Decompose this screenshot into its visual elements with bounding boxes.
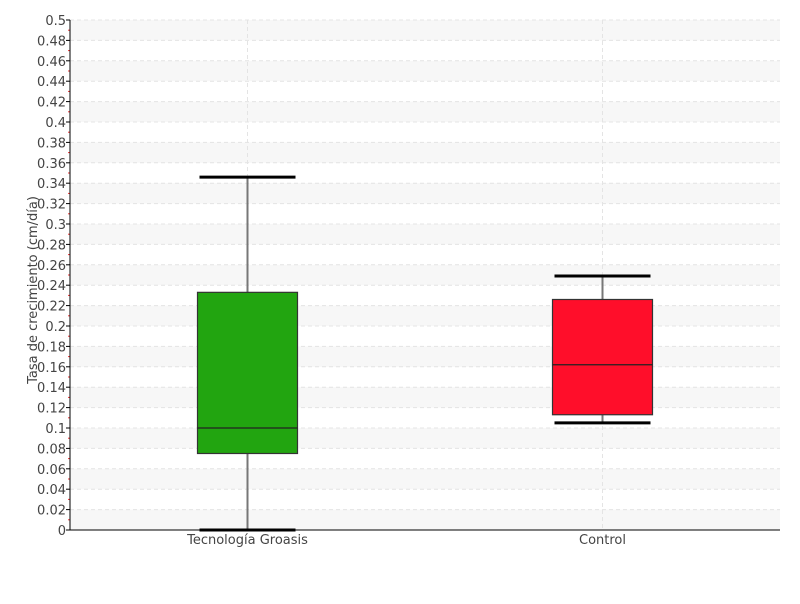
y-tick-label: 0.2 (45, 320, 66, 335)
y-tick-label: 0.28 (37, 238, 66, 253)
axes: 0 0.02 0.04 0.06 0.08 0.1 0.12 0.14 0.16 0.18 0.2 0… (37, 14, 780, 548)
y-tick-label: 0.44 (37, 75, 66, 90)
y-tick-label: 0 (58, 524, 66, 539)
y-tick-label: 0.3 (45, 218, 66, 233)
boxes (196, 175, 654, 532)
grid-band (70, 305, 780, 326)
grid-band (70, 142, 780, 163)
x-tick-label: Control (579, 533, 626, 548)
box (196, 291, 299, 455)
y-tick-label: 0.38 (37, 136, 66, 151)
grid-band (70, 346, 780, 367)
y-tick-label: 0.08 (37, 442, 66, 457)
grid-band (70, 20, 780, 41)
y-tick-label: 0.48 (37, 34, 66, 49)
grid-band (70, 264, 780, 286)
y-tick-label: 0.42 (37, 96, 66, 111)
y-tick-label: 0.02 (37, 504, 66, 519)
y-tick-label: 0.14 (37, 381, 66, 396)
grid-band (70, 509, 780, 530)
grid-band (70, 101, 780, 122)
y-tick-label: 0.26 (37, 259, 66, 274)
grid-band (70, 468, 780, 490)
y-tick-label: 0.32 (37, 198, 66, 213)
y-tick-label: 0.5 (45, 14, 66, 29)
grid-band (70, 224, 780, 245)
grid-bands (70, 20, 780, 530)
y-tick-label: 0.46 (37, 55, 66, 70)
y-tick-label: 0.34 (37, 177, 66, 192)
y-tick-label: 0.22 (37, 300, 66, 315)
y-tick-label: 0.18 (37, 340, 66, 355)
grid-band (70, 428, 780, 449)
y-tick-label: 0.24 (37, 279, 66, 294)
y-axis-label: Tasa de crecimiento (cm/día) (26, 196, 41, 385)
y-tick-label: 0.16 (37, 361, 66, 376)
box (551, 298, 654, 416)
x-tick-label: Tecnología Groasis (186, 533, 308, 548)
grid-band (70, 183, 780, 204)
y-tick-label: 0.12 (37, 402, 66, 417)
gridlines (70, 19, 780, 530)
y-tick-label: 0.36 (37, 157, 66, 172)
y-tick-label: 0.4 (45, 116, 66, 131)
y-tick-label: 0.06 (37, 463, 66, 478)
y-tick-label: 0.04 (37, 483, 66, 498)
grid-band (70, 387, 780, 408)
grid-band (70, 60, 780, 82)
y-tick-label: 0.1 (45, 422, 66, 437)
